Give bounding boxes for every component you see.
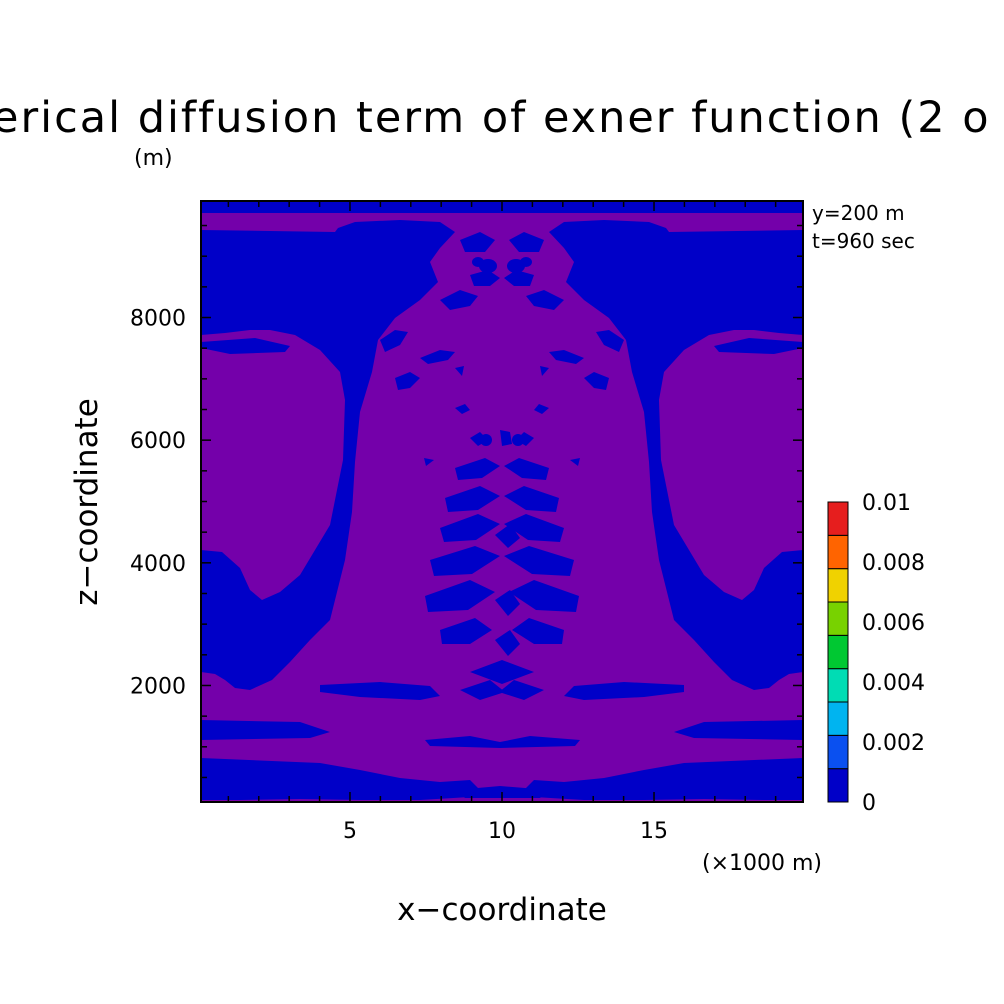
- y-tick-label: 6000: [130, 429, 186, 454]
- negative-region-51: [540, 366, 549, 376]
- negative-region-4: [714, 338, 803, 354]
- negative-region-45: [500, 430, 512, 446]
- negative-region-32: [504, 546, 574, 576]
- negative-blob-4: [480, 434, 492, 446]
- negative-region-9: [320, 682, 440, 700]
- plot-area: [201, 201, 803, 802]
- negative-region-14: [596, 330, 624, 352]
- colorbar-label: 0: [862, 791, 876, 816]
- chart-title: erical diffusion term of exner function …: [0, 93, 991, 143]
- axis-tick-labels: 5 10 15 2000 4000 6000 8000: [130, 307, 668, 844]
- negative-blob-2: [472, 257, 484, 267]
- axis-ticks: [201, 201, 803, 802]
- colorbar-label: 0.006: [862, 611, 925, 636]
- x-unit-label: (×1000 m): [702, 851, 822, 876]
- negative-region-3: [201, 338, 290, 354]
- negative-region-40: [495, 590, 520, 616]
- y-tick-label: 4000: [130, 552, 186, 577]
- colorbar-swatch-6: [827, 568, 849, 603]
- negative-region-21: [460, 232, 495, 252]
- negative-region-17: [395, 372, 420, 390]
- negative-region-34: [509, 580, 579, 612]
- negative-region-28: [504, 486, 559, 512]
- negative-blob-3: [520, 257, 532, 267]
- negative-region-47: [534, 404, 549, 414]
- annotation-y-position: y=200 m: [812, 201, 905, 225]
- colorbar-label: 0.008: [862, 551, 925, 576]
- negative-region-13: [380, 330, 408, 352]
- negative-region-11: [425, 736, 580, 748]
- negative-region-16: [549, 350, 584, 364]
- negative-region-38: [460, 680, 505, 700]
- title-unit: (m): [134, 146, 173, 171]
- negative-region-49: [424, 458, 434, 466]
- y-tick-label: 8000: [130, 307, 186, 332]
- negative-region-48: [570, 458, 580, 466]
- negative-region-10: [564, 682, 684, 700]
- negative-region-18: [584, 372, 609, 390]
- colorbar-swatch-1: [827, 734, 849, 770]
- negative-region-23: [470, 270, 500, 286]
- colorbar-swatch-8: [827, 501, 849, 536]
- x-tick-label: 5: [343, 819, 357, 844]
- negative-region-5: [201, 720, 330, 740]
- negative-region-39: [499, 680, 544, 700]
- colorbar-label: 0.01: [862, 491, 911, 516]
- annotation-time: t=960 sec: [812, 229, 915, 253]
- negative-region-6: [674, 720, 803, 740]
- y-axis-label: z−coordinate: [69, 398, 105, 606]
- negative-region-1: [201, 220, 455, 690]
- colorbar-swatch-5: [827, 601, 849, 636]
- negative-region-42: [495, 630, 520, 656]
- negative-region-19: [440, 290, 478, 310]
- negative-region-2: [549, 220, 803, 690]
- negative-region-37: [470, 660, 534, 684]
- x-tick-label: 10: [488, 819, 516, 844]
- negative-region-46: [455, 404, 470, 414]
- negative-region-33: [425, 580, 495, 612]
- colorbar-swatch-3: [827, 668, 849, 703]
- colorbar: 0 0.002 0.004 0.006 0.008 0.01: [827, 491, 925, 816]
- negative-region-7: [201, 758, 480, 800]
- negative-region-25: [455, 458, 500, 480]
- negative-region-22: [509, 232, 544, 252]
- negative-region-20: [526, 290, 564, 310]
- negative-region-50: [455, 366, 464, 376]
- colorbar-swatch-7: [827, 534, 849, 570]
- negative-region-35: [440, 618, 492, 644]
- negative-region-27: [445, 486, 500, 512]
- negative-region-29: [440, 514, 500, 542]
- x-axis-label: x−coordinate: [397, 892, 607, 928]
- negative-region-15: [420, 350, 455, 364]
- colorbar-label: 0.002: [862, 731, 925, 756]
- y-tick-label: 2000: [130, 674, 186, 699]
- negative-contour-regions: [201, 201, 803, 800]
- colorbar-swatch-4: [827, 634, 849, 670]
- negative-region-41: [495, 524, 520, 548]
- colorbar-swatch-2: [827, 701, 849, 736]
- negative-region-30: [504, 514, 564, 542]
- colorbar-swatch-0: [827, 768, 849, 803]
- negative-region-8: [524, 758, 803, 800]
- x-tick-label: 15: [640, 819, 668, 844]
- negative-region-24: [504, 270, 534, 286]
- negative-region-36: [512, 618, 564, 644]
- negative-region-31: [430, 546, 500, 576]
- negative-blob-5: [512, 434, 524, 446]
- colorbar-label: 0.004: [862, 671, 925, 696]
- negative-region-26: [504, 458, 549, 480]
